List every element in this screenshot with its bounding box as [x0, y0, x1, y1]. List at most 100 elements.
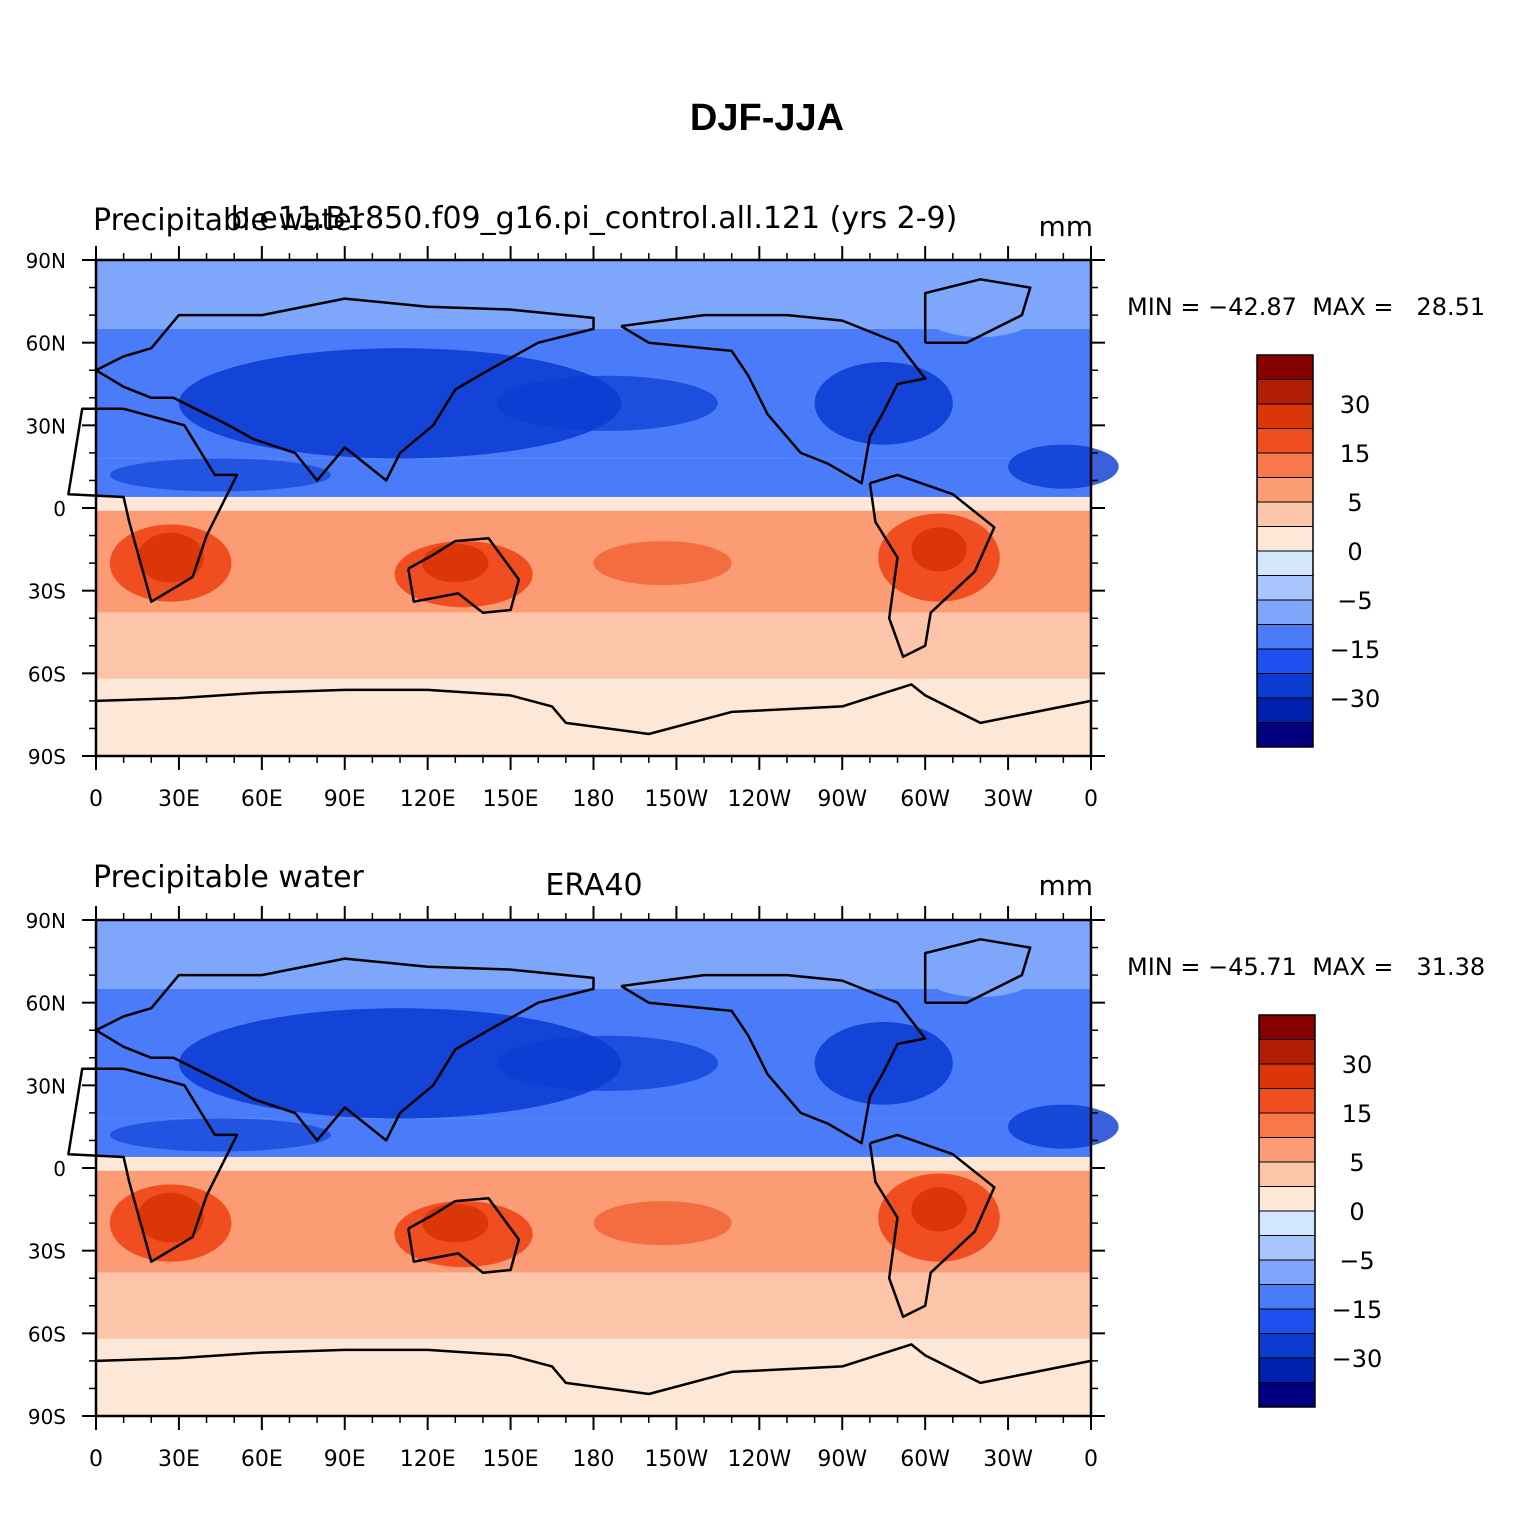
y-tick-label: 30N [26, 414, 66, 438]
x-tick-label: 150W [645, 787, 709, 812]
anomaly-south-america-core [911, 1187, 967, 1232]
colorbar: 30 15 5 0 −5 −15 −30 [1256, 354, 1381, 748]
colorbar-label: 30 [1342, 1051, 1373, 1079]
colorbar-label: 5 [1349, 1149, 1364, 1177]
coastline-2 [868, 1133, 996, 1319]
colorbar-swatch [1256, 403, 1314, 429]
coastline-0 [67, 407, 239, 603]
anomaly-south-america-core [911, 527, 967, 572]
x-tick-label: 30W [983, 1447, 1033, 1472]
colorbar-swatch [1256, 550, 1314, 576]
coastline-1 [407, 537, 521, 614]
anomaly-eurasia [178, 1008, 622, 1119]
colorbar-label: 5 [1347, 489, 1362, 517]
anomaly-greenland [919, 942, 1042, 998]
coastline-3 [620, 313, 927, 485]
colorbar-swatch [1256, 648, 1314, 674]
x-tick-label: 60W [900, 787, 950, 812]
x-tick-label: 120W [727, 1447, 791, 1472]
colorbar-swatch [1256, 599, 1314, 625]
x-tick-label: 150E [483, 1447, 539, 1472]
anomaly-north-america [814, 1021, 953, 1105]
x-tick-label: 150W [645, 1447, 709, 1472]
stats-text: MIN = −45.71 MAX = 31.38 [1127, 953, 1485, 981]
colorbar-label: −15 [1332, 1296, 1383, 1324]
y-tick-label: 60S [28, 662, 66, 686]
x-tick-label: 0 [89, 1447, 103, 1472]
colorbar-label: −5 [1337, 587, 1372, 615]
x-tick-label: 90E [324, 1447, 366, 1472]
x-tick-label: 120W [727, 787, 791, 812]
stats-text: MIN = −42.87 MAX = 28.51 [1127, 293, 1485, 321]
y-tick-label: 90N [26, 249, 66, 273]
coastline-5 [95, 957, 595, 1142]
x-tick-label: 90E [324, 787, 366, 812]
map-field: 0 30E 60E 90E 120E 150E 180 150W 120W 90W 60W 30W 09… [26, 246, 1119, 812]
anomaly-greenland [919, 282, 1042, 338]
coastline-4 [923, 278, 1032, 344]
colorbar-swatch [1258, 1161, 1316, 1187]
colorbar-swatch [1256, 428, 1314, 454]
y-tick-label: 90S [28, 1405, 66, 1429]
colorbar-label: 0 [1349, 1198, 1364, 1226]
anomaly-north-america [814, 361, 953, 445]
colorbar-swatch [1256, 526, 1314, 552]
y-tick-label: 90S [28, 745, 66, 769]
colorbar-swatch [1258, 1063, 1316, 1089]
colorbar-swatch [1258, 1357, 1316, 1383]
colorbar-swatch [1258, 1308, 1316, 1334]
colorbar-label: −15 [1330, 636, 1381, 664]
coastline-5 [95, 297, 595, 482]
panel-units-label: mm [1038, 210, 1093, 243]
y-tick-label: 0 [53, 497, 66, 521]
colorbar-swatch [1258, 1259, 1316, 1285]
anomaly-eurasia [178, 348, 622, 459]
colorbar-swatch [1256, 624, 1314, 650]
colorbar-swatch [1258, 1088, 1316, 1114]
max-label: MAX = [1312, 293, 1393, 321]
band-equator [96, 496, 1091, 511]
anomaly-australia-core [422, 1203, 489, 1243]
x-tick-label: 150E [483, 787, 539, 812]
colorbar-swatch [1258, 1112, 1316, 1138]
x-tick-label: 60W [900, 1447, 950, 1472]
colorbar-label: 15 [1340, 440, 1371, 468]
x-tick-label: 180 [573, 1447, 615, 1472]
colorbar-swatch [1258, 1137, 1316, 1163]
x-tick-label: 0 [89, 787, 103, 812]
coastline-6 [95, 1343, 1092, 1396]
y-tick-label: 30S [28, 1240, 66, 1264]
y-tick-label: 30N [26, 1074, 66, 1098]
x-tick-label: 0 [1084, 787, 1098, 812]
x-tick-label: 30E [158, 1447, 200, 1472]
colorbar-frame [1258, 1014, 1316, 1408]
y-tick-label: 30S [28, 580, 66, 604]
x-tick-label: 30E [158, 787, 200, 812]
band-southern-midlat [96, 612, 1091, 679]
x-tick-label: 120E [400, 1447, 456, 1472]
y-tick-label: 60N [26, 332, 66, 356]
colorbar-swatch [1256, 452, 1314, 478]
map-panel-era40: Precipitable water ERA40 mm 0 30E 60E 90E 12… [26, 860, 1486, 1472]
colorbar-label: −30 [1332, 1345, 1383, 1373]
coastline-0 [67, 1067, 239, 1263]
colorbar-swatch [1256, 501, 1314, 527]
colorbar-swatch [1258, 1235, 1316, 1261]
max-label: MAX = [1312, 953, 1393, 981]
anomaly-australia-core [422, 543, 489, 583]
panel-left-label: Precipitable water [93, 860, 365, 895]
colorbar-swatch [1258, 1014, 1316, 1040]
coastline-6 [95, 683, 1092, 736]
colorbar-label: −30 [1330, 685, 1381, 713]
colorbar-label: 0 [1347, 538, 1362, 566]
max-value: 31.38 [1416, 953, 1485, 981]
coastline-4 [923, 938, 1032, 1004]
colorbar-swatch [1256, 477, 1314, 503]
band-equator [96, 1156, 1091, 1171]
coastline-1 [407, 1197, 521, 1274]
anomaly-atlantic [1008, 1104, 1119, 1149]
figure-title: DJF-JJA [690, 97, 844, 139]
colorbar-swatch [1256, 575, 1314, 601]
colorbar-frame [1256, 354, 1314, 748]
